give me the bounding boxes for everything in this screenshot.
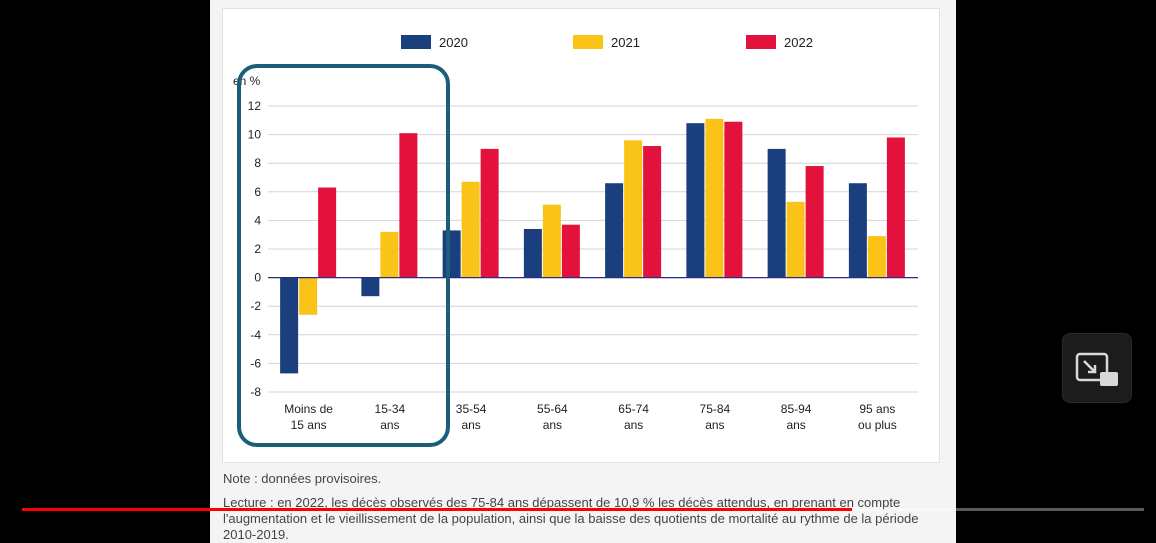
y-tick-label: 6 — [254, 185, 261, 199]
legend-swatch-2022 — [746, 35, 776, 49]
bar-2021-7 — [867, 236, 886, 278]
bar-2022-0 — [318, 187, 337, 278]
x-tick-label: 65-74 — [618, 402, 649, 416]
legend-label-2021: 2021 — [611, 35, 640, 50]
bar-2020-1 — [361, 277, 380, 297]
legend: 2020 2021 2022 — [401, 35, 813, 50]
x-tick-label: Moins de — [284, 402, 333, 416]
bar-2022-1 — [399, 133, 418, 278]
video-progress-bar[interactable] — [22, 508, 1144, 511]
x-tick-label: ans — [380, 418, 399, 432]
highlight-frame — [237, 64, 450, 447]
x-tick-label: 95 ans — [859, 402, 895, 416]
pip-button[interactable] — [1062, 333, 1132, 403]
note-text: Note : données provisoires. — [223, 471, 382, 486]
bar-2020-2 — [442, 230, 461, 278]
lecture-text: Lecture : en 2022, les décès observés de… — [223, 495, 919, 542]
bar-2022-7 — [886, 137, 905, 278]
y-tick-label: 2 — [254, 242, 261, 256]
y-tick-label: 4 — [254, 213, 261, 227]
x-tick-label: 75-84 — [700, 402, 731, 416]
bar-2021-4 — [624, 140, 643, 278]
x-tick-label: ou plus — [858, 418, 897, 432]
x-tick-label: 55-64 — [537, 402, 568, 416]
chart-container: 2020 2021 2022 en % 12 10 8 6 4 2 0 -2 -4 -6 -8 Moin… — [222, 8, 940, 463]
bar-2021-2 — [461, 181, 480, 278]
bar-2020-3 — [523, 228, 542, 278]
picture-in-picture-icon — [1075, 352, 1118, 386]
x-tick-label: 15-34 — [375, 402, 406, 416]
x-tick-label: ans — [624, 418, 643, 432]
video-progress-played — [22, 508, 853, 511]
y-tick-label: 10 — [248, 128, 262, 142]
y-tick-label: 8 — [254, 156, 261, 170]
x-tick-label: ans — [543, 418, 562, 432]
bar-2020-6 — [767, 148, 786, 278]
bar-2020-0 — [280, 277, 299, 374]
bar-2020-5 — [686, 123, 705, 278]
legend-label-2020: 2020 — [439, 35, 468, 50]
bar-2022-3 — [561, 224, 580, 278]
bar-2022-5 — [724, 121, 743, 278]
x-tick-label: ans — [461, 418, 480, 432]
bars — [280, 118, 905, 374]
bar-2021-6 — [786, 201, 805, 278]
x-tick-label: ans — [786, 418, 805, 432]
legend-label-2022: 2022 — [784, 35, 813, 50]
y-tick-labels: 12 10 8 6 4 2 0 -2 -4 -6 -8 — [248, 99, 262, 399]
bar-2021-5 — [705, 118, 724, 278]
bar-2021-3 — [542, 204, 561, 278]
bar-2021-1 — [380, 231, 399, 278]
x-tick-label: ans — [705, 418, 724, 432]
chart-notes: Note : données provisoires. Lecture : en… — [223, 471, 943, 543]
x-tick-label: 85-94 — [781, 402, 812, 416]
bar-2021-0 — [299, 277, 318, 315]
y-tick-label: -8 — [250, 385, 261, 399]
gridlines — [268, 105, 918, 393]
y-tick-label: 0 — [254, 271, 261, 285]
x-tick-label: 35-54 — [456, 402, 487, 416]
bar-2020-7 — [848, 183, 867, 278]
y-tick-label: -2 — [250, 299, 261, 313]
x-tick-label: 15 ans — [291, 418, 327, 432]
y-tick-label: -4 — [250, 328, 261, 342]
y-tick-label: 12 — [248, 99, 262, 113]
bar-2022-4 — [643, 146, 662, 278]
legend-swatch-2021 — [573, 35, 603, 49]
legend-swatch-2020 — [401, 35, 431, 49]
bar-2020-4 — [605, 183, 624, 278]
bar-2022-2 — [480, 148, 499, 278]
y-tick-label: -6 — [250, 356, 261, 370]
x-tick-labels: Moins de 15 ans 15-34 ans 35-54 ans 55-64 ans 65… — [284, 402, 896, 432]
bar-2022-6 — [805, 166, 824, 278]
